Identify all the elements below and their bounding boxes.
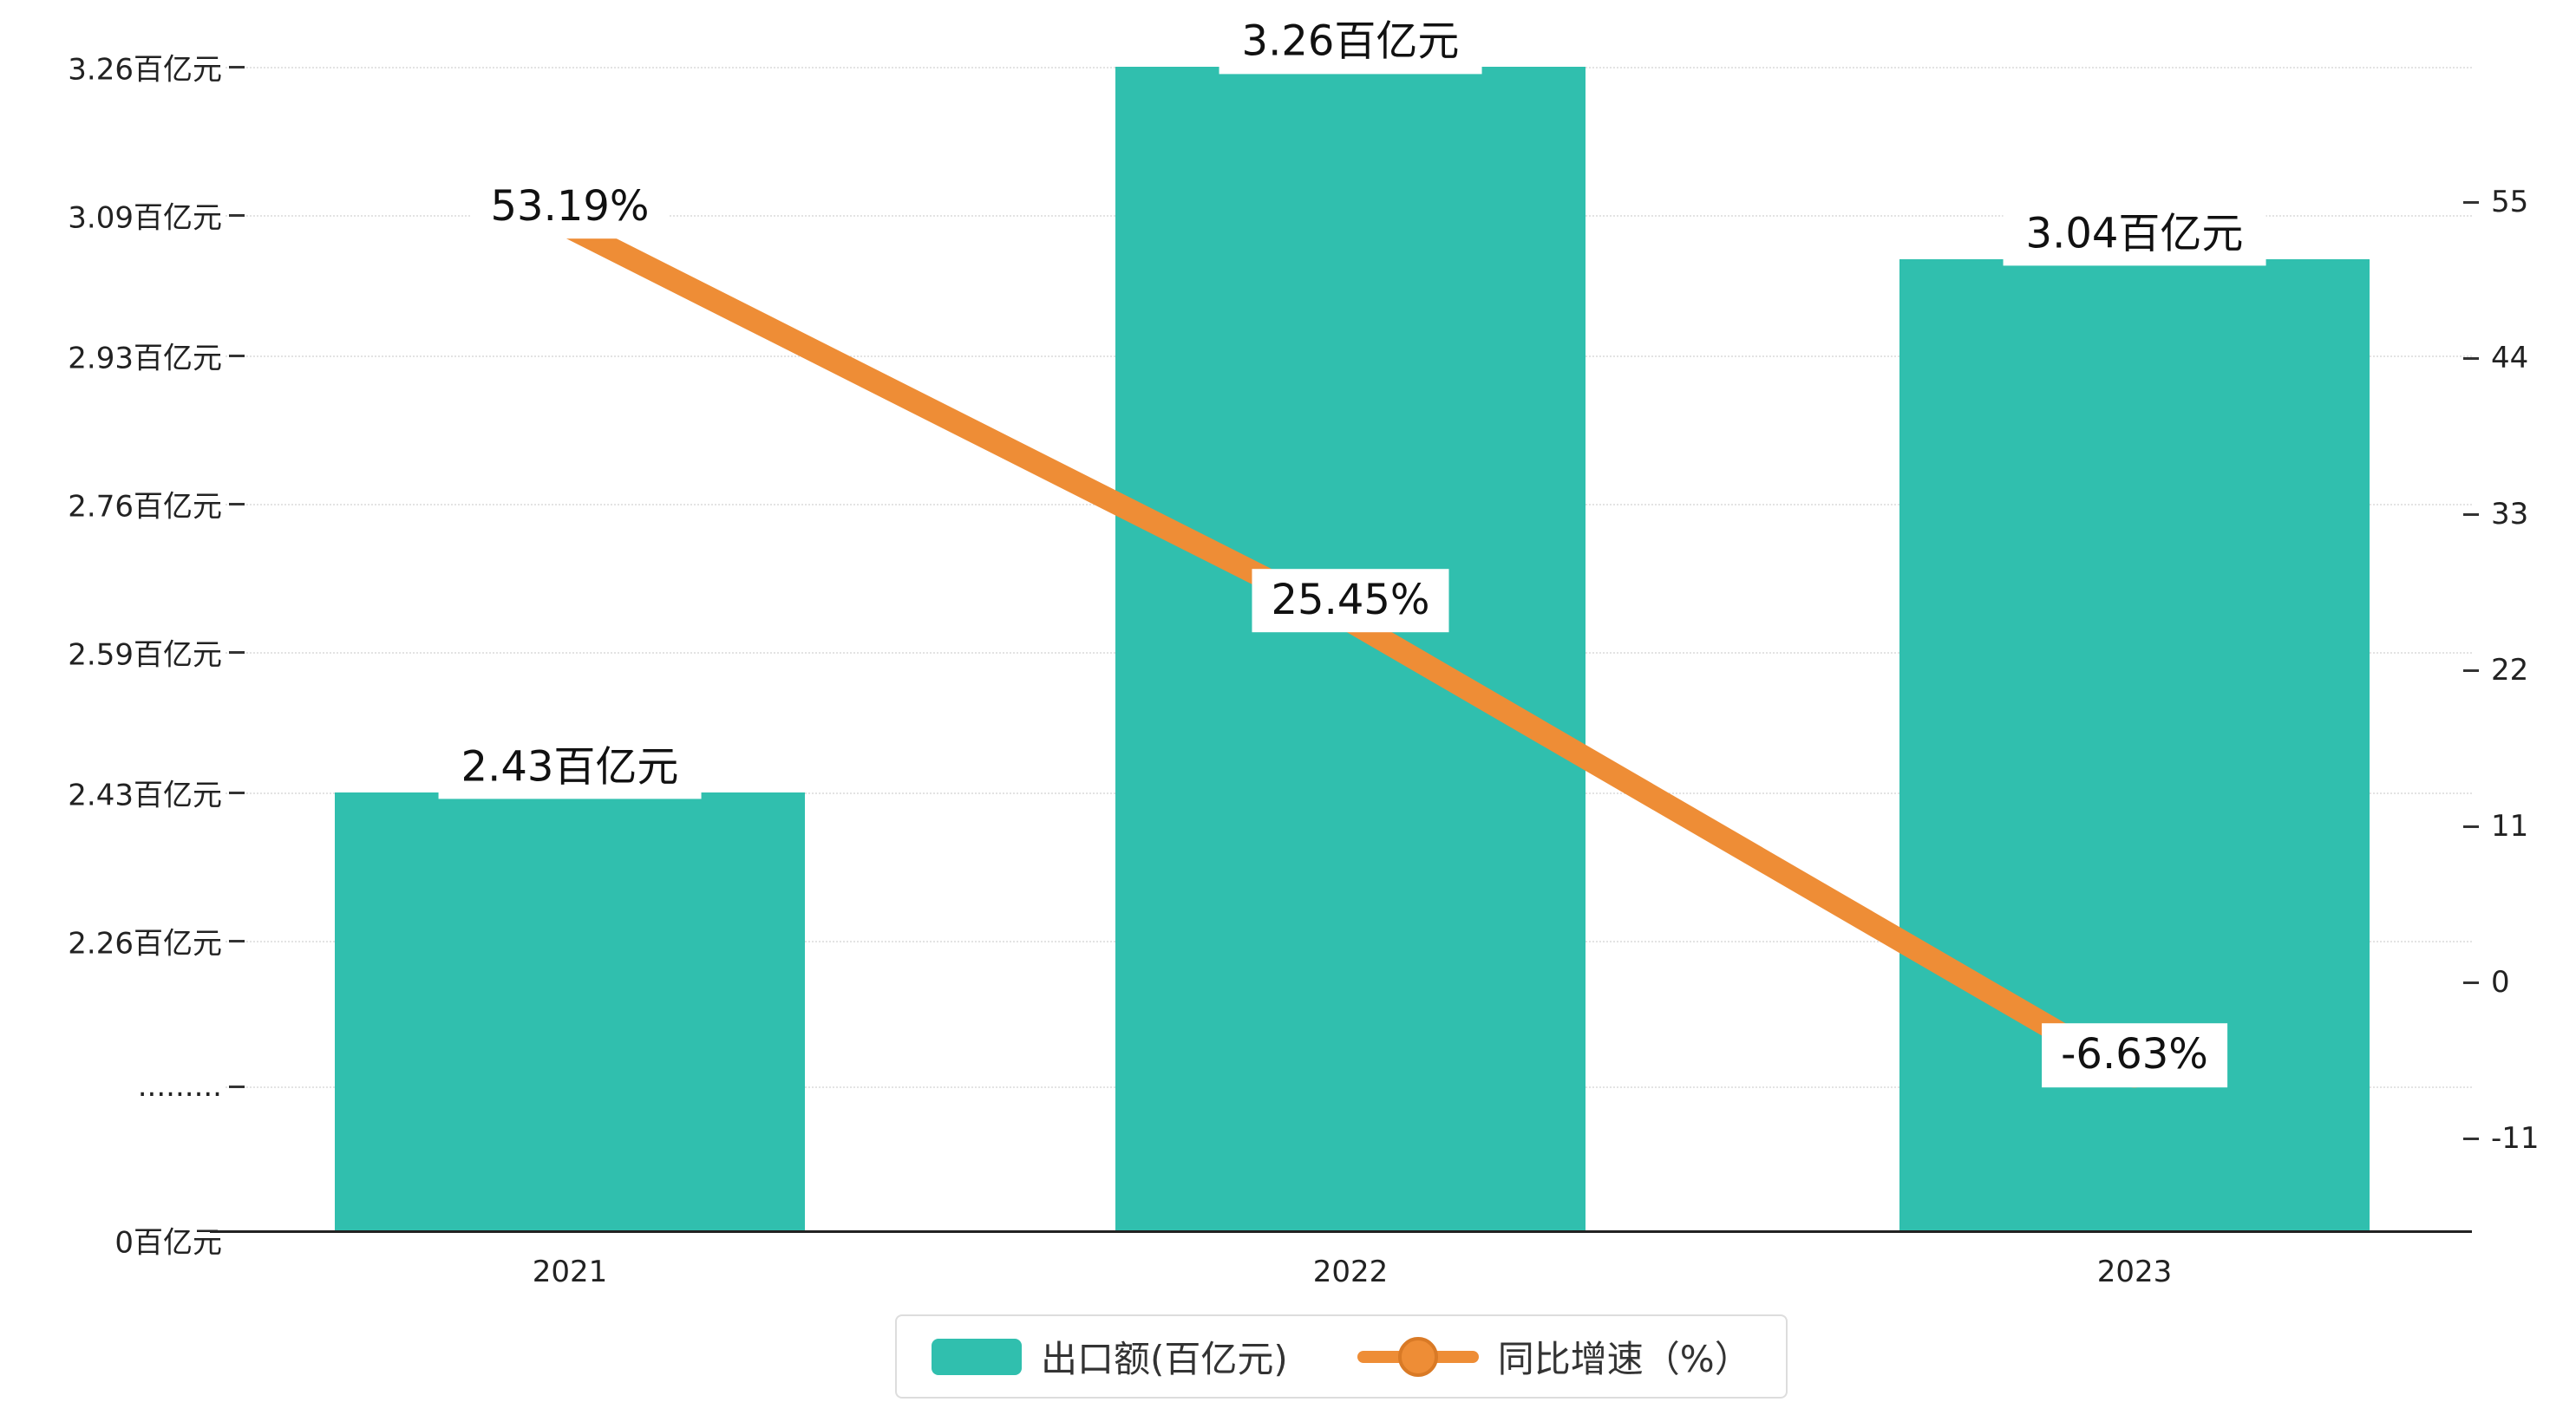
tick-mark	[229, 651, 245, 655]
tick-mark	[2463, 512, 2479, 516]
y-axis-right-tick-label: -11	[2491, 1121, 2540, 1156]
tick-mark	[2463, 200, 2479, 204]
tick-mark	[229, 940, 245, 942]
bar-value-label: 3.26百亿元	[1219, 10, 1482, 74]
legend-item-growth[interactable]: 同比增速（%）	[1357, 1330, 1751, 1383]
line-series-marker-icon	[1357, 1336, 1479, 1377]
tick-mark	[229, 354, 245, 357]
tick-mark	[2463, 356, 2479, 360]
x-axis-tick-label: 2022	[1312, 1255, 1389, 1289]
x-axis-tick-label: 2021	[532, 1255, 608, 1289]
bar-value-label: 3.04百亿元	[2003, 202, 2266, 266]
legend-label: 同比增速（%）	[1497, 1338, 1751, 1380]
tick-mark	[229, 1086, 245, 1088]
legend: 出口额(百亿元) 同比增速（%）	[895, 1314, 1788, 1399]
bar-value-label: 2.43百亿元	[438, 735, 702, 799]
y-axis-left-tick-label: 0百亿元	[114, 1225, 222, 1261]
y-axis-break-label: .........	[137, 1069, 222, 1104]
y-axis-right-tick-label: 11	[2491, 808, 2529, 844]
y-axis-left-tick-label: 3.26百亿元	[68, 52, 222, 88]
y-axis-right-tick-label: 44	[2491, 340, 2529, 375]
legend-label: 出口额(百亿元)	[1041, 1338, 1288, 1380]
y-axis-left-tick-label: 2.26百亿元	[68, 926, 222, 962]
bar-2022[interactable]	[1115, 67, 1585, 1232]
tick-mark	[229, 66, 245, 68]
x-axis-line	[210, 1230, 2472, 1233]
tick-mark	[2463, 668, 2479, 672]
tick-mark	[229, 503, 245, 505]
y-axis-left-tick-label: 3.09百亿元	[68, 200, 222, 236]
bar-2021[interactable]	[335, 792, 805, 1232]
y-axis-right-tick-label: 33	[2491, 496, 2529, 531]
y-axis-right-tick-label: 55	[2491, 184, 2529, 219]
x-axis-tick-label: 2023	[2096, 1255, 2173, 1289]
y-axis-left-tick-label: 2.93百亿元	[68, 341, 222, 376]
y-axis-right-tick-label: 0	[2491, 965, 2510, 1000]
tick-mark	[2463, 1138, 2479, 1140]
growth-value-label: -6.63%	[2042, 1023, 2227, 1088]
growth-line[interactable]	[559, 216, 2146, 1088]
bar-series-swatch-icon	[932, 1338, 1022, 1375]
growth-value-label: 53.19%	[471, 174, 669, 239]
tick-mark	[2463, 981, 2479, 984]
legend-item-export[interactable]: 出口额(百亿元)	[932, 1330, 1288, 1383]
y-axis-left-tick-label: 2.59百亿元	[68, 637, 222, 673]
y-axis-left-tick-label: 2.43百亿元	[68, 778, 222, 813]
y-axis-right-tick-label: 22	[2491, 652, 2529, 688]
tick-mark	[2463, 825, 2479, 828]
tick-mark	[229, 214, 245, 218]
growth-value-label: 25.45%	[1252, 568, 1449, 633]
y-axis-left-tick-label: 2.76百亿元	[68, 489, 222, 525]
tick-mark	[229, 791, 245, 794]
